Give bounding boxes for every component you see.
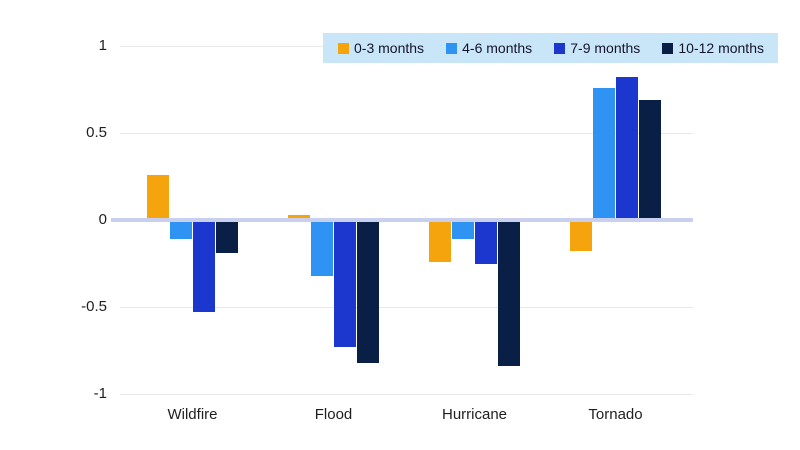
legend-label: 7-9 months: [570, 40, 641, 56]
legend-swatch-icon: [338, 42, 349, 54]
legend-item-10-12-months: 10-12 months: [662, 40, 764, 56]
x-axis-label-tornado: Tornado: [588, 406, 643, 423]
x-axis-label-hurricane: Hurricane: [441, 406, 508, 423]
legend-item-7-9-months: 7-9 months: [554, 40, 640, 56]
legend-swatch-icon: [446, 42, 458, 54]
bar-wildfire-7-9-months: [192, 220, 215, 313]
bar-hurricane-0-3-months: [428, 220, 451, 262]
bar-hurricane-7-9-months: [474, 220, 497, 264]
bar-flood-7-9-months: [333, 220, 356, 348]
bar-tornado-7-9-months: [615, 77, 638, 220]
bar-wildfire-0-3-months: [146, 174, 169, 220]
x-axis-label-wildfire: Wildfire: [167, 406, 218, 423]
legend: 0-3 months 4-6 months 7-9 months 10-12 mont…: [323, 33, 778, 63]
bar-wildfire-4-6-months: [169, 220, 192, 240]
legend-swatch-icon: [554, 42, 566, 54]
legend-label: 10-12 months: [678, 40, 764, 56]
bar-tornado-4-6-months: [592, 87, 615, 220]
y-tick-label: 1: [98, 37, 107, 54]
legend-swatch-icon: [662, 42, 674, 54]
gridline: [120, 307, 693, 308]
gridline: [120, 394, 693, 395]
bar-hurricane-4-6-months: [451, 220, 474, 240]
bar-flood-0-3-months: [287, 214, 310, 220]
bar-wildfire-10-12-months: [215, 220, 238, 254]
y-tick-label: -0.5: [81, 298, 107, 315]
y-tick-label: 0: [98, 211, 107, 228]
legend-item-4-6-months: 4-6 months: [446, 40, 532, 56]
bar-hurricane-10-12-months: [497, 220, 520, 367]
legend-item-0-3-months: 0-3 months: [338, 40, 424, 56]
bar-tornado-10-12-months: [638, 99, 661, 220]
bar-flood-10-12-months: [356, 220, 379, 363]
bar-flood-4-6-months: [310, 220, 333, 276]
legend-label: 0-3 months: [354, 40, 425, 56]
zero-line: [111, 218, 693, 222]
x-axis-label-flood: Flood: [314, 406, 353, 423]
bar-tornado-0-3-months: [569, 220, 592, 252]
legend-label: 4-6 months: [462, 40, 533, 56]
y-tick-label: -1: [93, 385, 107, 402]
y-tick-label: 0.5: [86, 124, 107, 141]
gridline: [120, 133, 693, 134]
